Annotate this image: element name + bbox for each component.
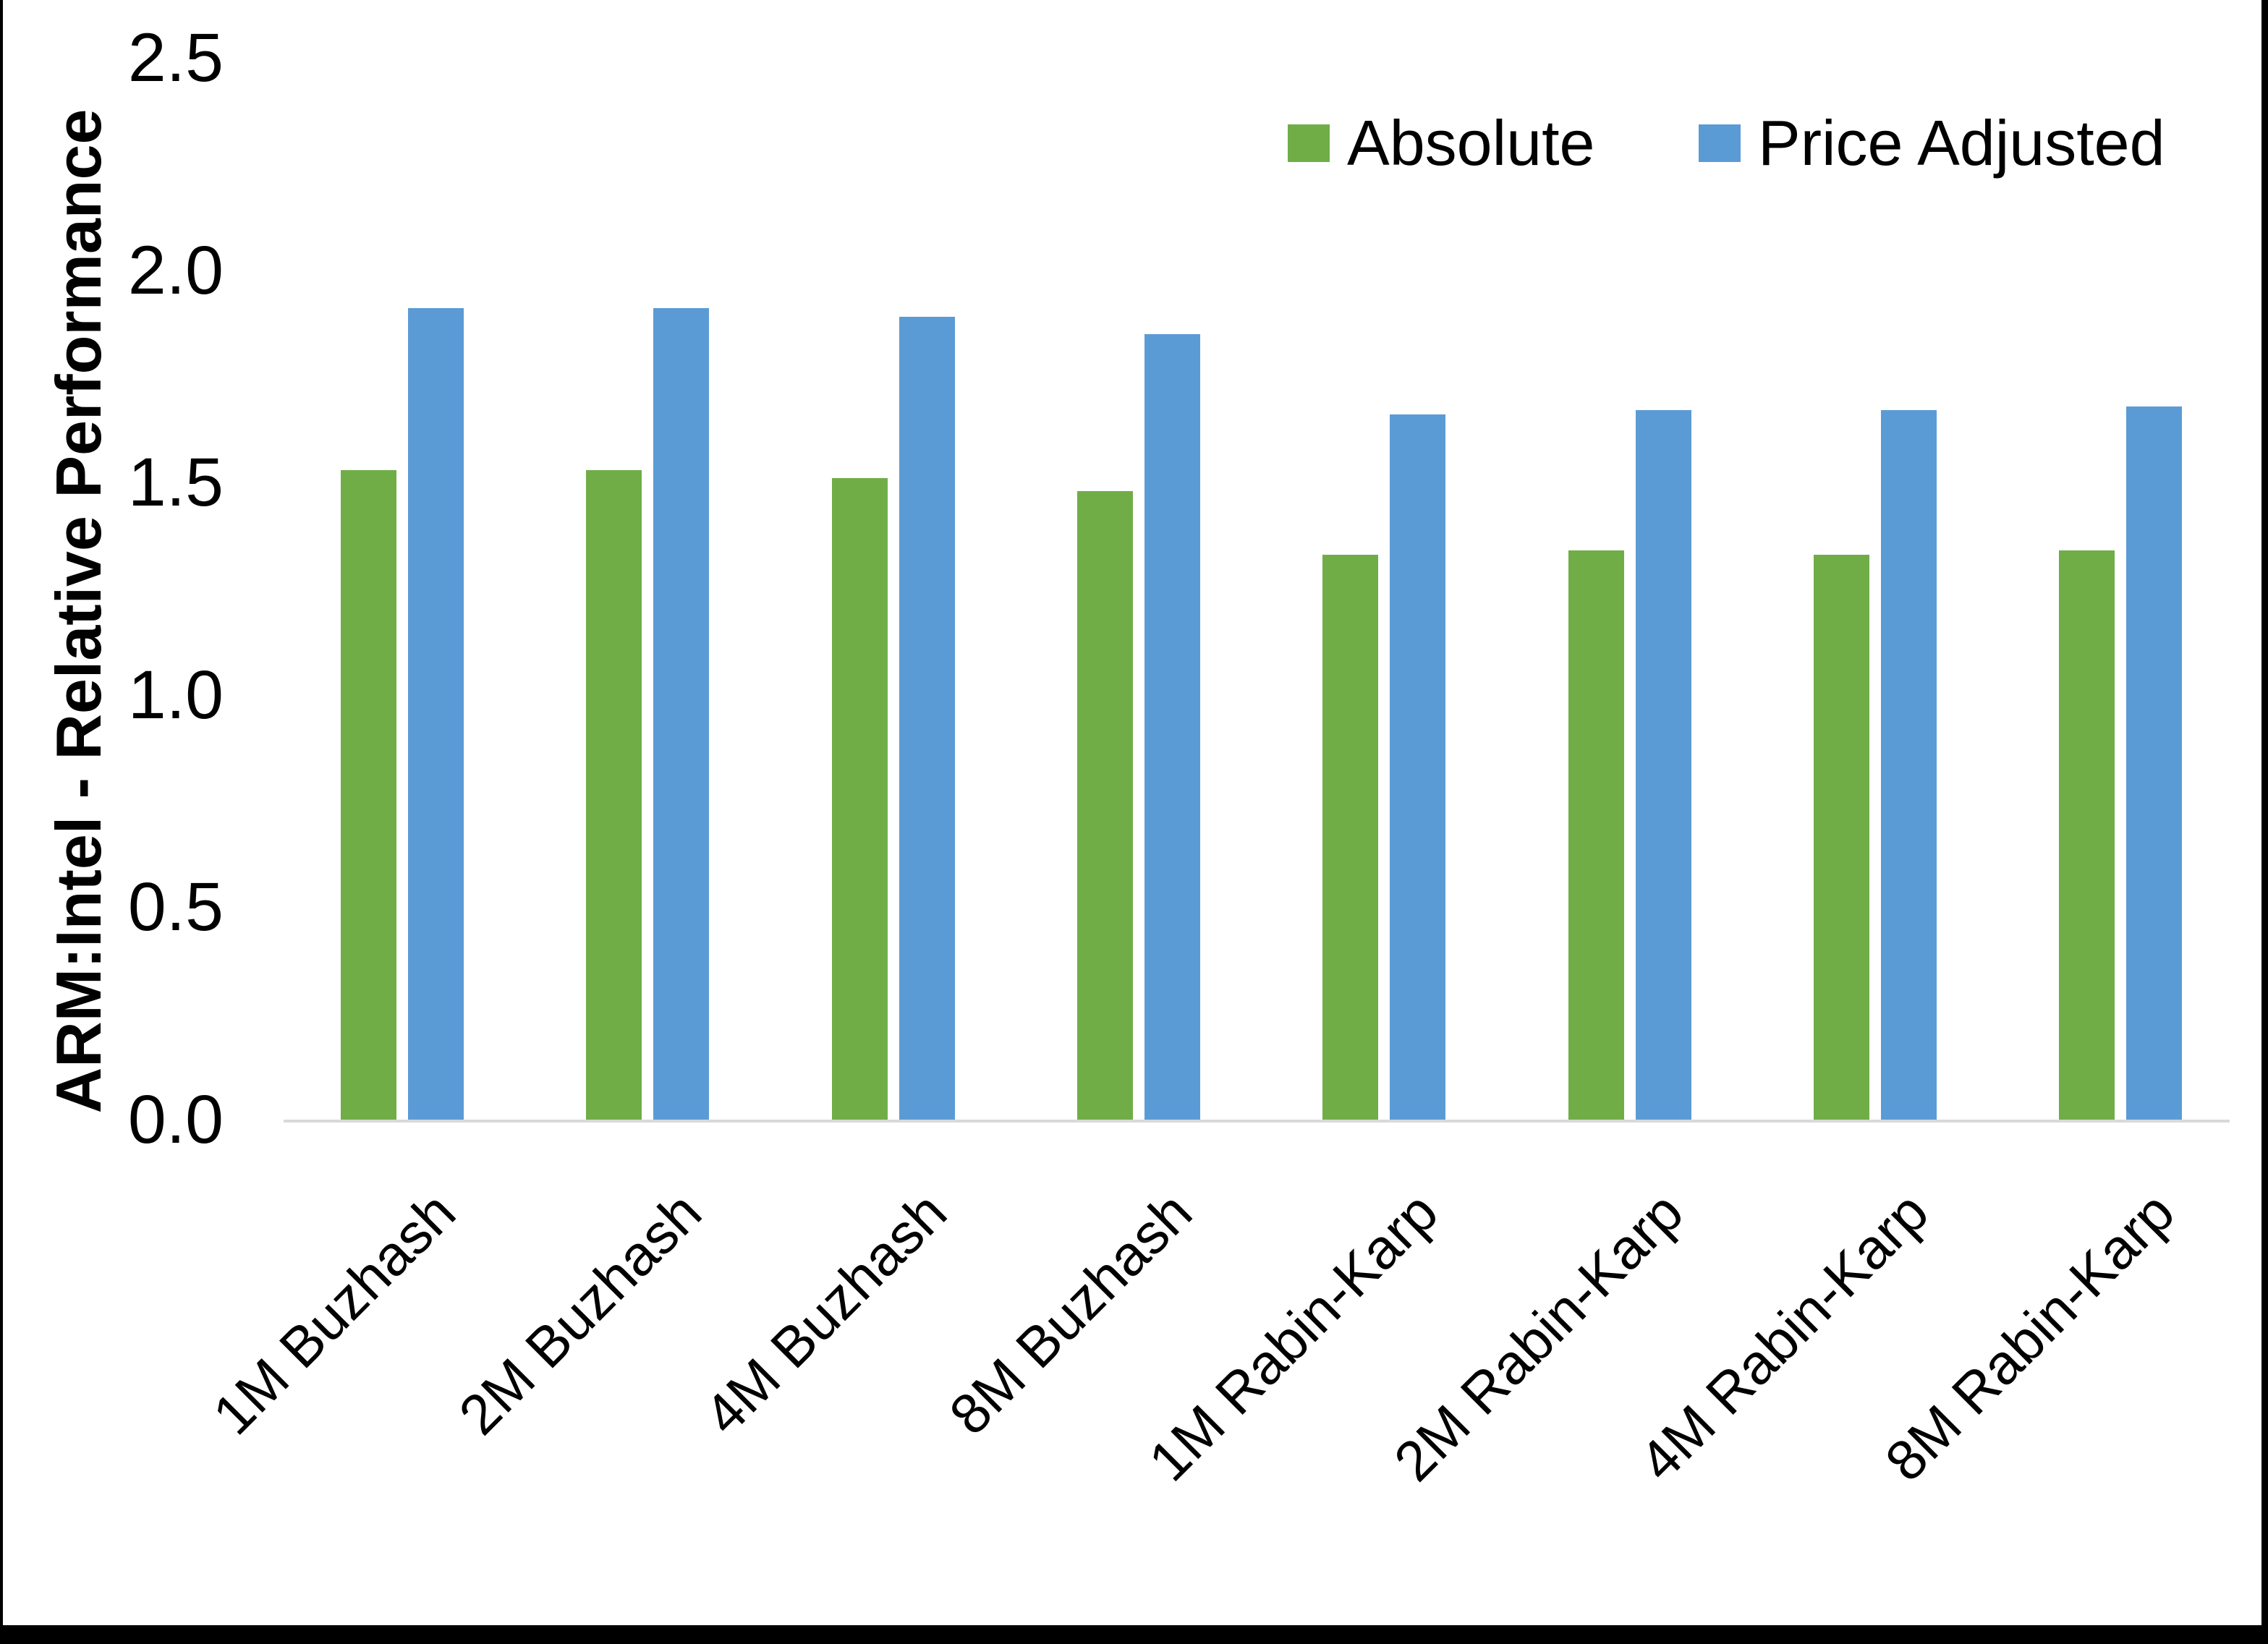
y-tick-label-0.0: 0.0 [127,1081,224,1158]
legend-label-absolute: Absolute [1347,107,1595,179]
legend-label-price-adjusted: Price Adjusted [1758,107,2165,179]
y-tick-label-0.5: 0.5 [127,869,224,946]
bar-price-adjusted-6 [1880,410,1937,1120]
y-tick-label-2.5: 2.5 [127,20,224,96]
legend-item-absolute: Absolute [1288,107,1595,179]
bar-price-adjusted-4 [1390,414,1446,1120]
bar-absolute-0 [341,469,396,1120]
bar-absolute-6 [1813,555,1869,1120]
y-tick-label-1.5: 1.5 [127,444,224,521]
bar-price-adjusted-2 [899,317,955,1120]
bar-price-adjusted-1 [653,308,710,1120]
legend-swatch-price-adjusted-icon [1699,124,1741,162]
legend-item-price-adjusted: Price Adjusted [1699,107,2165,179]
y-tick-label-1.0: 1.0 [127,656,224,733]
bar-price-adjusted-0 [408,308,464,1120]
plot-area: 1M Buzhash 2M Buzhash 4M Buzhash 8M Buzhash… [3,0,2261,1625]
x-tick-label-2: 4M Buzhash [692,1180,959,1447]
y-tick-label-2.0: 2.0 [127,231,224,309]
bar-price-adjusted-3 [1144,333,1200,1120]
x-tick-label-3: 8M Buzhash [937,1180,1205,1447]
x-tick-label-1: 2M Buzhash [446,1180,713,1447]
bar-absolute-7 [2059,550,2115,1120]
bar-price-adjusted-7 [2126,406,2183,1120]
legend-swatch-absolute-icon [1288,124,1330,162]
bar-absolute-4 [1322,555,1379,1120]
bar-absolute-1 [586,469,642,1120]
bar-absolute-2 [831,478,888,1120]
x-axis-line [284,1120,2230,1123]
bar-price-adjusted-5 [1635,410,1691,1120]
bar-absolute-3 [1076,490,1133,1120]
x-tick-label-0: 1M Buzhash [200,1180,468,1447]
bar-absolute-5 [1568,550,1624,1120]
